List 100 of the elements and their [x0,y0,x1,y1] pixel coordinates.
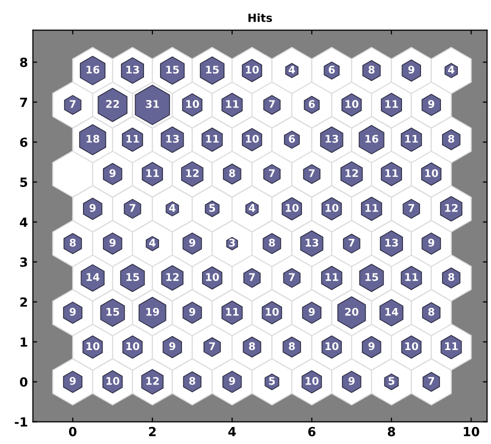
annotation: 11 [146,169,159,177]
annotation: 10 [246,66,259,74]
y-tick-label: 4 [20,218,28,227]
annotation: 6 [308,100,315,108]
chart-title: Hits [248,13,272,22]
annotation: 10 [206,273,219,281]
annotation: 12 [346,169,358,177]
annotation: 22 [106,100,119,108]
annotation: 10 [405,342,418,350]
annotation: 9 [189,238,196,247]
annotation: 7 [130,204,136,212]
annotation: 9 [368,342,374,350]
annotation: 13 [326,134,338,143]
annotation: 12 [186,169,199,177]
annotation: 8 [189,376,196,385]
annotation: 10 [266,308,279,316]
x-tick-label: 0 [68,426,76,436]
annotation: 8 [368,66,375,74]
annotation: 4 [149,238,156,246]
annotation: 7 [408,204,414,212]
annotation: 11 [365,204,378,212]
annotation: 11 [226,308,239,316]
annotation: 10 [126,342,140,350]
annotation: 7 [249,273,255,281]
annotation: 9 [109,238,116,247]
annotation: 19 [146,308,159,316]
annotation: 13 [306,238,318,247]
y-tick-label: 7 [20,98,28,107]
annotation: 13 [126,66,139,74]
annotation: 11 [206,134,219,143]
annotation: 14 [385,308,398,316]
x-tick-label: 10 [464,426,480,436]
annotation: 10 [106,376,120,385]
annotation: 7 [428,377,434,385]
annotation: 8 [249,342,255,350]
annotation: 10 [326,204,338,212]
annotation: 5 [269,377,275,385]
annotation: 4 [448,66,454,74]
annotation: 7 [348,238,354,246]
annotation: 7 [209,342,215,350]
annotation: 5 [388,377,394,385]
annotation: 9 [169,342,176,350]
y-tick-label: -1 [14,417,28,427]
annotation: 11 [405,134,418,143]
annotation: 8 [268,238,275,247]
annotation: 11 [405,273,418,281]
annotation: 10 [86,342,100,350]
annotation: 15 [166,66,179,74]
annotation: 12 [146,376,159,385]
annotation: 16 [365,134,378,143]
annotation: 16 [86,66,100,74]
annotation: 12 [166,273,179,281]
annotation: 14 [86,273,100,281]
y-tick-label: 1 [20,338,28,347]
annotation: 6 [288,134,295,143]
annotation: 11 [126,134,140,143]
annotation: 13 [385,238,398,247]
annotation: 12 [445,204,458,212]
annotation: 8 [70,238,76,247]
annotation: 4 [288,66,295,74]
annotation: 8 [448,134,454,143]
annotation: 10 [286,204,299,212]
y-tick-label: 5 [20,178,28,187]
y-tick-label: 2 [20,297,27,307]
annotation: 9 [428,238,434,247]
annotation: 31 [146,100,159,108]
annotation: 4 [248,204,256,212]
annotation: 4 [169,204,176,212]
annotation: 7 [269,169,275,177]
annotation: 9 [229,376,236,385]
annotation: 11 [445,342,458,350]
x-tick-label: 4 [228,427,236,436]
annotation: 7 [308,169,315,177]
annotation: 10 [346,100,358,108]
y-tick-label: 8 [20,58,28,68]
y-tick-label: 3 [20,257,28,267]
annotation: 10 [425,169,438,178]
annotation: 15 [126,273,140,281]
annotation: 13 [166,134,179,143]
annotation: 9 [408,66,414,74]
annotation: 10 [186,100,200,108]
annotation: 9 [308,308,315,316]
annotation: 11 [226,100,239,108]
annotation: 11 [385,100,398,108]
annotation: 8 [288,342,295,350]
x-tick-label: 2 [149,426,156,436]
annotation: 7 [269,100,275,108]
annotation: 9 [90,204,96,212]
annotation: 18 [86,134,100,143]
annotation: 9 [428,100,434,108]
annotation: 8 [229,169,236,178]
annotation: 15 [106,308,120,316]
annotation: 10 [306,376,319,385]
annotation: 9 [70,308,76,316]
annotation: 15 [365,273,378,281]
annotation: 11 [385,169,398,177]
annotation: 9 [189,308,196,316]
annotation: 7 [70,100,76,108]
annotation: 7 [288,273,295,281]
annotation: 10 [246,134,259,143]
